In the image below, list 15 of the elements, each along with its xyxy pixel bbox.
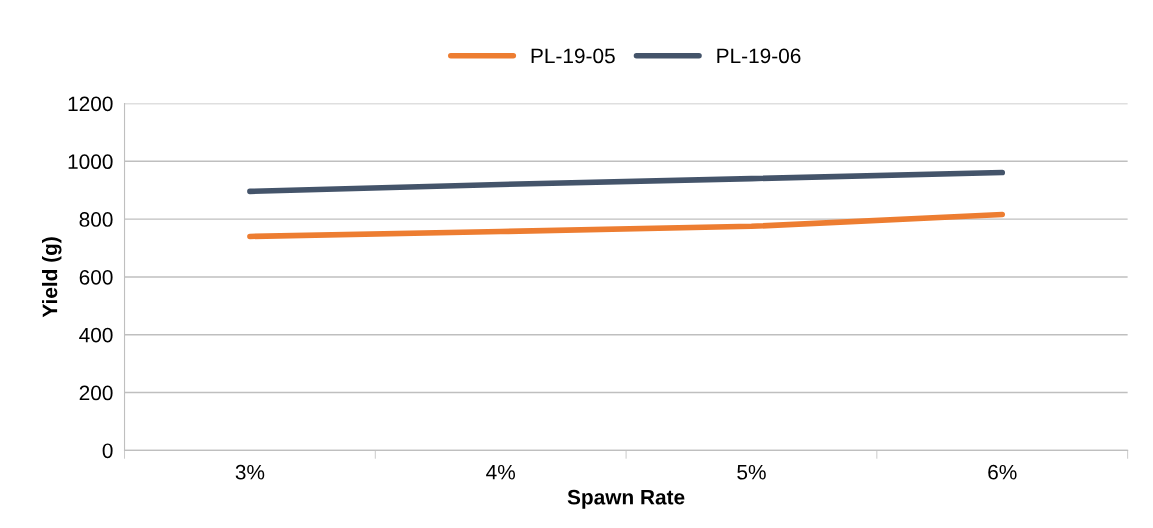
y-tick-label: 1000: [68, 154, 113, 170]
x-tick-label: 6%: [988, 464, 1017, 480]
y-tick-label: 200: [79, 385, 113, 401]
y-axis-title: Yield (g): [42, 237, 62, 318]
x-tick-label: 4%: [486, 464, 515, 480]
legend-label: PL-19-05: [531, 48, 615, 64]
legend-label: PL-19-06: [717, 48, 801, 64]
x-tick-label: 3%: [235, 464, 265, 480]
y-tick-label: 600: [79, 269, 113, 285]
x-tick-label: 5%: [737, 464, 766, 480]
y-tick-label: 800: [79, 212, 113, 227]
x-axis-title: Spawn Rate: [567, 489, 685, 509]
y-tick-label: 1200: [68, 96, 113, 112]
y-tick-label: 0: [102, 443, 113, 459]
y-tick-label: 400: [79, 327, 113, 343]
